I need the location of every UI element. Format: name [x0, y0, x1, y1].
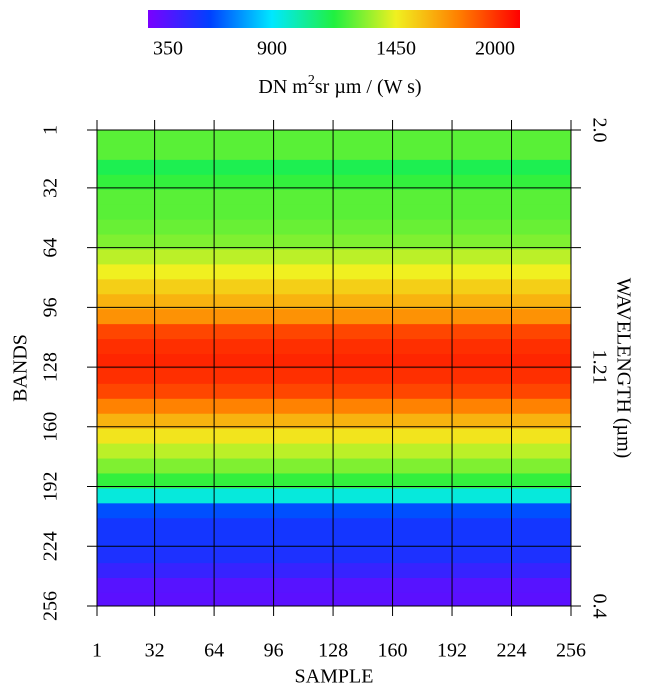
y-axis-label: BANDS [10, 334, 32, 402]
colorbar-label-sup: 2 [308, 73, 315, 88]
heatmap-row [97, 488, 571, 504]
y-tick-label: 256 [40, 591, 62, 621]
heatmap-row [97, 144, 571, 161]
heatmap-row [97, 324, 571, 340]
colorbar-tick-label: 900 [257, 38, 287, 60]
colorbar-label: DN m2sr µm / (W s) [258, 73, 421, 97]
heatmap-row [97, 189, 571, 206]
heatmap-row [97, 219, 571, 236]
heatmap-row [97, 204, 571, 221]
y-tick-label: 64 [40, 238, 62, 258]
x-tick-label: 96 [264, 640, 284, 662]
heatmap-row [97, 398, 571, 415]
heatmap-row [97, 578, 571, 594]
heatmap-row [97, 130, 571, 146]
heatmap-row [97, 443, 571, 460]
heatmap-row [97, 518, 571, 534]
heatmap-row [97, 159, 571, 176]
colorbar-tick-label: 2000 [475, 38, 515, 60]
heatmap-row [97, 548, 571, 564]
y2-tick-label: 1.21 [588, 350, 610, 385]
x-tick-label: 256 [556, 640, 586, 662]
x-tick-label: 32 [145, 640, 165, 662]
heatmap-row [97, 383, 571, 400]
heatmap-row [97, 339, 571, 355]
x-tick-label: 224 [497, 640, 527, 662]
x-axis-label: SAMPLE [295, 666, 374, 688]
x-tick-label: 1 [92, 640, 102, 662]
y2-tick-label: 0.4 [588, 594, 610, 619]
colorbar-tick-label: 350 [153, 38, 183, 60]
y-tick-label: 224 [40, 531, 62, 561]
y-tick-label: 128 [40, 352, 62, 382]
colorbar-tick-label: 1450 [376, 38, 416, 60]
heatmap-row [97, 279, 571, 295]
x-tick-label: 192 [437, 640, 467, 662]
heatmap-row [97, 428, 571, 445]
colorbar-label-rest: sr µm / (W s) [315, 76, 422, 98]
colorbar-label-text: DN m [258, 76, 308, 98]
heatmap-row [97, 368, 571, 385]
y-tick-label: 32 [40, 178, 62, 198]
y2-tick-label: 2.0 [588, 118, 610, 143]
heatmap-row [97, 249, 571, 265]
heatmap-row [97, 458, 571, 474]
y2-axis-label: WAVELENGTH (µm) [612, 278, 634, 459]
y-tick-label: 1 [40, 125, 62, 135]
heatmap-row [97, 264, 571, 280]
x-tick-label: 128 [318, 640, 348, 662]
x-tick-label: 64 [204, 640, 224, 662]
y-tick-label: 160 [40, 412, 62, 442]
heatmap-row [97, 592, 571, 607]
heatmap-row [97, 309, 571, 325]
colorbar [148, 10, 520, 28]
heatmap-row [97, 563, 571, 579]
y-tick-label: 96 [40, 297, 62, 317]
y-tick-label: 192 [40, 472, 62, 502]
x-tick-label: 160 [378, 640, 408, 662]
heatmap-row [97, 503, 571, 519]
